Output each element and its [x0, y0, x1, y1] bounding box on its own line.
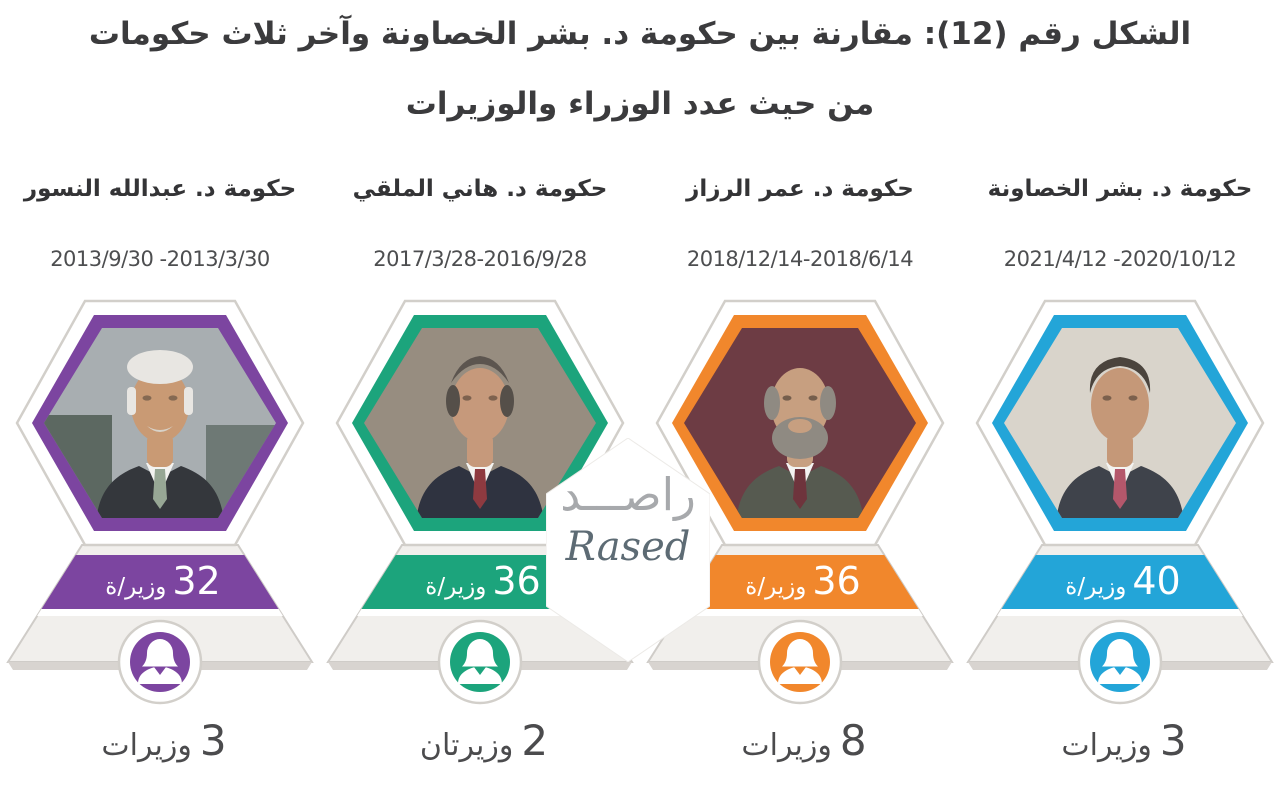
ministers-count-label: 36وزير/ة	[320, 555, 640, 609]
woman-icon	[138, 639, 182, 684]
government-dates: 2017/3/28-2016/9/28	[373, 247, 587, 271]
government-dates: 2013/9/30 -2013/3/30	[50, 247, 270, 271]
mustache	[147, 426, 173, 432]
women-count-label: 3وزيرات	[960, 713, 1280, 769]
women-word: وزيرات	[1061, 728, 1152, 763]
ministers-count: 36	[492, 559, 541, 603]
band-gap	[328, 609, 632, 616]
neck	[467, 433, 493, 467]
ministers-unit: وزير/ة	[425, 574, 487, 600]
band-gap	[968, 609, 1272, 616]
ministers-unit: وزير/ة	[1065, 574, 1127, 600]
women-count-label: 2وزيرتان	[320, 713, 640, 769]
hair-side	[446, 385, 460, 417]
hair	[1089, 357, 1151, 393]
neck	[1107, 433, 1133, 467]
tie	[793, 469, 807, 509]
women-count: 8	[839, 716, 867, 765]
watermark-latin-text: Rased	[565, 524, 691, 570]
government-badge	[966, 299, 1274, 705]
government-name: حكومة د. هاني الملقي	[352, 176, 608, 202]
band-gap	[648, 609, 952, 616]
woman-icon	[778, 639, 822, 684]
hair-side	[127, 387, 136, 415]
government-column-khasawneh: حكومة د. بشر الخصاونة 2021/4/12 -2020/10…	[960, 170, 1280, 799]
watermark-arabic-text: راصـــد	[560, 468, 696, 521]
government-column-mulki: حكومة د. هاني الملقي 2017/3/28-2016/9/28	[320, 170, 640, 799]
hair-side	[764, 386, 780, 420]
ministers-count: 40	[1132, 559, 1181, 603]
woman-icon	[458, 639, 502, 684]
ministers-count-label: 36وزير/ة	[640, 555, 960, 609]
face	[1091, 368, 1149, 442]
government-dates: 2021/4/12 -2020/10/12	[1003, 247, 1237, 271]
ministers-count-label: 32وزير/ة	[0, 555, 320, 609]
government-columns: حكومة د. عبدالله النسور 2013/9/30 -2013/…	[0, 170, 1280, 799]
women-count-label: 8وزيرات	[640, 713, 960, 769]
tie	[473, 469, 487, 509]
rased-watermark: راصـــد Rased	[546, 438, 710, 662]
women-count: 3	[1159, 716, 1187, 765]
hair-side	[184, 387, 193, 415]
hair-rim	[451, 356, 509, 383]
hair-side	[500, 385, 514, 417]
figure-title-line2: من حيث عدد الوزراء والوزيرات	[405, 86, 875, 122]
mouth-area	[788, 419, 812, 433]
band-gap	[8, 609, 312, 616]
ministers-count: 32	[172, 559, 221, 603]
tie	[1113, 469, 1127, 509]
government-badge	[6, 299, 314, 705]
ministers-count-label: 40وزير/ة	[960, 555, 1280, 609]
government-name: حكومة د. بشر الخصاونة	[987, 176, 1253, 202]
beard	[772, 417, 828, 459]
government-dates: 2018/12/14-2018/6/14	[686, 247, 914, 271]
eyes	[462, 395, 498, 401]
women-count-label: 3وزيرات	[0, 713, 320, 769]
pm-portrait	[684, 328, 916, 518]
woman-icon	[1098, 639, 1142, 684]
hair	[127, 350, 193, 384]
figure-title-line1: الشكل رقم (12): مقارنة بين حكومة د. بشر …	[88, 16, 1192, 52]
ministers-unit: وزير/ة	[105, 574, 167, 600]
face	[131, 368, 189, 442]
face	[451, 368, 509, 442]
women-word: وزيرات	[101, 728, 192, 763]
ministers-unit: وزير/ة	[745, 574, 807, 600]
hair-side	[820, 386, 836, 420]
government-column-nsour: حكومة د. عبدالله النسور 2013/9/30 -2013/…	[0, 170, 320, 799]
women-count: 2	[521, 716, 549, 765]
watermark-hexagon	[546, 438, 710, 662]
women-count: 3	[199, 716, 227, 765]
government-name: حكومة د. عمر الرزاز	[686, 176, 914, 202]
ministers-count: 36	[812, 559, 861, 603]
government-name: حكومة د. عبدالله النسور	[23, 176, 297, 202]
eyes	[142, 395, 178, 401]
women-word: وزيرتان	[419, 728, 514, 763]
government-badge	[326, 299, 634, 705]
women-word: وزيرات	[741, 728, 832, 763]
tie	[153, 469, 167, 509]
neck	[147, 433, 173, 467]
eyes	[782, 395, 818, 401]
eyes	[1102, 395, 1138, 401]
